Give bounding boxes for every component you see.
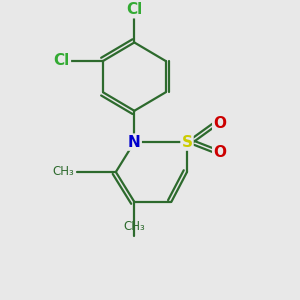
Text: CH₃: CH₃ xyxy=(53,166,75,178)
Text: O: O xyxy=(213,145,226,160)
Text: N: N xyxy=(128,135,141,150)
Text: Cl: Cl xyxy=(54,53,70,68)
Text: O: O xyxy=(213,116,226,131)
Text: Cl: Cl xyxy=(126,2,142,17)
Text: S: S xyxy=(182,135,193,150)
Text: CH₃: CH₃ xyxy=(124,220,145,233)
